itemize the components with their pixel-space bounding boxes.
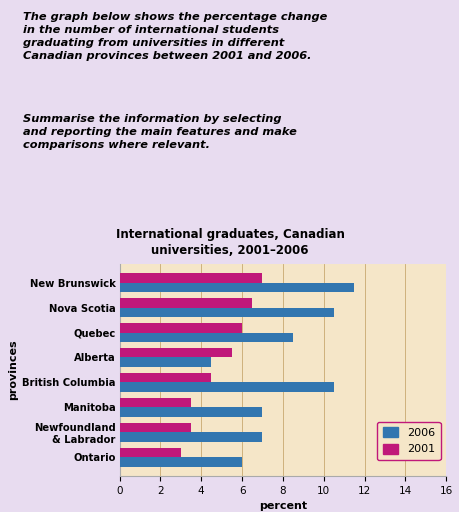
Bar — [119, 398, 190, 407]
Bar — [119, 382, 333, 392]
Legend: 2006, 2001: 2006, 2001 — [376, 422, 440, 460]
Text: Summarise the information by selecting
and reporting the main features and make
: Summarise the information by selecting a… — [22, 114, 296, 151]
Bar — [119, 348, 231, 357]
Bar — [119, 432, 262, 442]
Bar — [119, 357, 211, 367]
X-axis label: percent: percent — [258, 501, 306, 511]
Bar — [119, 298, 252, 308]
Bar — [119, 308, 333, 317]
Bar — [119, 323, 241, 333]
Bar — [119, 333, 292, 342]
Bar — [119, 423, 190, 432]
Bar — [119, 283, 353, 292]
Bar — [119, 273, 262, 283]
Bar — [119, 407, 262, 417]
Bar — [119, 447, 180, 457]
Text: International graduates, Canadian
universities, 2001–2006: International graduates, Canadian univer… — [115, 228, 344, 257]
Text: The graph below shows the percentage change
in the number of international stude: The graph below shows the percentage cha… — [22, 12, 326, 61]
Y-axis label: provinces: provinces — [8, 339, 18, 400]
Bar — [119, 373, 211, 382]
Bar — [119, 457, 241, 466]
